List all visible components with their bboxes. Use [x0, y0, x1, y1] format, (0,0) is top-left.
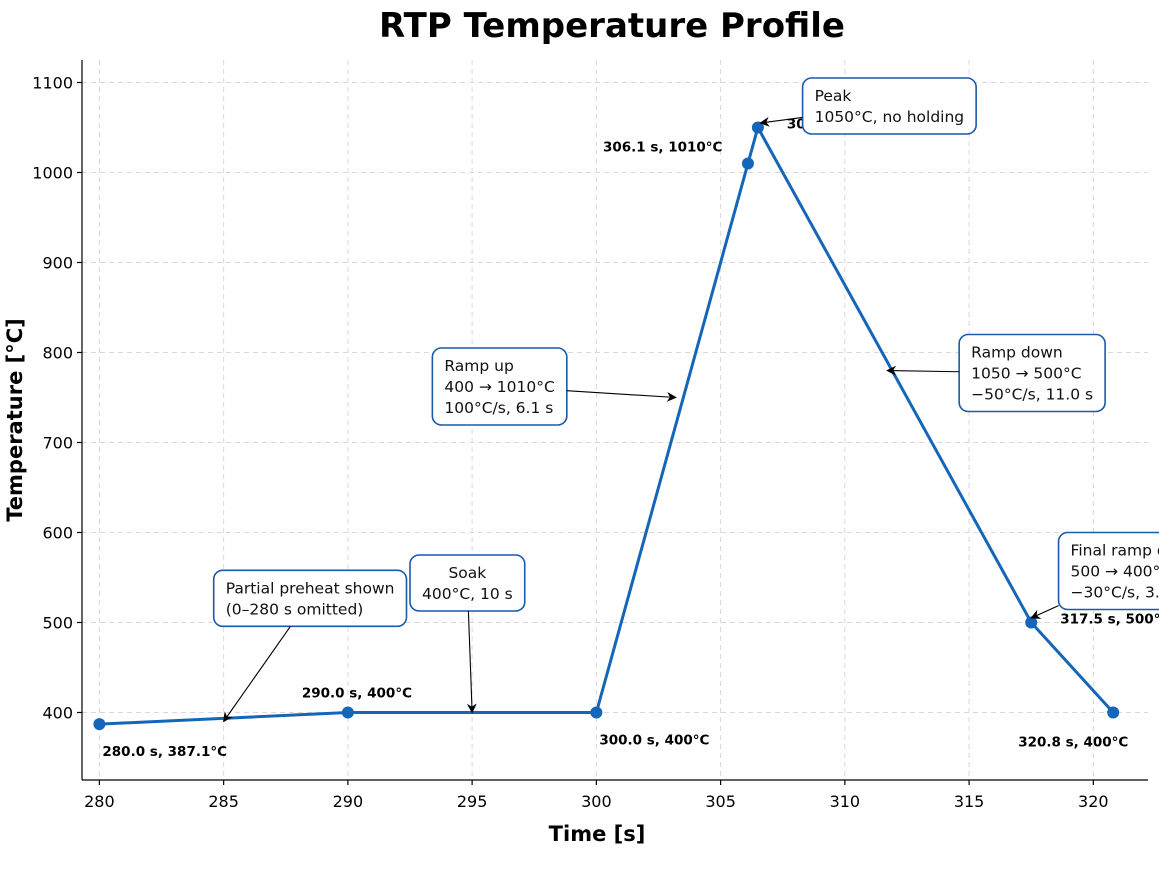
- y-ticks: 400 500 600 700 800 900 1000 1100: [32, 74, 82, 723]
- x-tick-label: 285: [208, 792, 239, 811]
- series-line: [99, 126, 1115, 726]
- annotation: Soak 400°C, 10 s: [409, 554, 526, 714]
- annotation-text: 1050°C, no holding: [815, 108, 965, 126]
- x-tick-label: 320: [1078, 792, 1109, 811]
- y-tick-label: 600: [42, 524, 73, 543]
- annotation: Ramp up 400 → 1010°C 100°C/s, 6.1 s: [431, 347, 677, 426]
- annotation-arrow: [1030, 605, 1059, 619]
- data-point: [741, 157, 754, 170]
- point-label: 300.0 s, 400°C: [599, 733, 709, 749]
- series-temperature: [93, 121, 1120, 731]
- chart-title: RTP Temperature Profile: [379, 6, 845, 46]
- annotation-text: 100°C/s, 6.1 s: [444, 399, 553, 417]
- annotation: Partial preheat shown (0–280 s omitted): [212, 569, 408, 723]
- y-tick-label: 700: [42, 434, 73, 453]
- annotation: Ramp down 1050 → 500°C −50°C/s, 11.0 s: [886, 333, 1106, 413]
- annotation-text: Ramp down: [971, 344, 1063, 362]
- annotation-text: 400°C, 10 s: [422, 585, 513, 603]
- annotation-text: −30°C/s, 3.3 s: [1071, 584, 1159, 602]
- x-tick-label: 300: [581, 792, 612, 811]
- annotation-text: Ramp up: [444, 357, 513, 375]
- annotations: Partial preheat shown (0–280 s omitted) So…: [212, 77, 1159, 723]
- y-tick-label: 1100: [32, 74, 73, 93]
- x-tick-label: 310: [830, 792, 861, 811]
- y-tick-label: 400: [42, 704, 73, 723]
- point-labels: 280.0 s, 387.1°C 290.0 s, 400°C 300.0 s, 4…: [102, 117, 1159, 761]
- annotation-text: Soak: [448, 564, 486, 582]
- annotation-box: [1057, 531, 1159, 611]
- x-tick-label: 290: [333, 792, 364, 811]
- annotation-arrow: [223, 625, 291, 723]
- annotation-arrow: [759, 116, 803, 127]
- point-label: 280.0 s, 387.1°C: [102, 744, 227, 760]
- annotation-box: [409, 554, 526, 612]
- annotation: Final ramp down 500 → 400°C −30°C/s, 3.3 s: [1030, 531, 1159, 619]
- point-label: 290.0 s, 400°C: [302, 686, 412, 702]
- annotation-text: (0–280 s omitted): [226, 600, 364, 618]
- annotation-text: 400 → 1010°C: [444, 378, 554, 396]
- annotation-text: −50°C/s, 11.0 s: [971, 386, 1093, 404]
- x-tick-label: 305: [705, 792, 736, 811]
- annotation-arrow: [886, 365, 960, 376]
- data-point: [1107, 706, 1120, 719]
- annotation-arrow: [466, 610, 477, 714]
- axes: [81, 60, 1148, 781]
- annotation-text: 500 → 400°C: [1071, 563, 1159, 581]
- annotation-arrow: [566, 390, 677, 402]
- annotation-box: [431, 347, 568, 426]
- x-tick-label: 280: [84, 792, 115, 811]
- x-ticks: 280 285 290 295 300 305 310 315 320: [84, 780, 1109, 811]
- y-tick-label: 1000: [32, 164, 73, 183]
- y-tick-label: 900: [42, 254, 73, 273]
- x-axis-label: Time [s]: [549, 822, 646, 846]
- data-point: [93, 718, 106, 731]
- annotation: Peak 1050°C, no holding: [759, 77, 977, 135]
- y-tick-label: 500: [42, 614, 73, 633]
- point-label: 320.8 s, 400°C: [1018, 735, 1128, 751]
- data-point: [1025, 616, 1038, 629]
- data-point: [590, 706, 603, 719]
- x-tick-label: 315: [954, 792, 985, 811]
- grid-lines: [82, 60, 1148, 780]
- y-axis-label: Temperature [°C]: [3, 318, 27, 521]
- data-point: [341, 706, 354, 719]
- point-label: 306.1 s, 1010°C: [603, 140, 723, 156]
- annotation-box: [958, 333, 1106, 413]
- annotation-text: Final ramp down: [1071, 542, 1159, 560]
- y-tick-label: 800: [42, 344, 73, 363]
- annotation-text: 1050 → 500°C: [971, 365, 1081, 383]
- x-tick-label: 295: [457, 792, 488, 811]
- annotation-box: [212, 569, 408, 628]
- annotation-text: Peak: [815, 87, 852, 105]
- annotation-box: [801, 77, 977, 135]
- annotation-text: Partial preheat shown: [226, 579, 395, 597]
- point-label: 317.5 s, 500°C: [1060, 612, 1159, 628]
